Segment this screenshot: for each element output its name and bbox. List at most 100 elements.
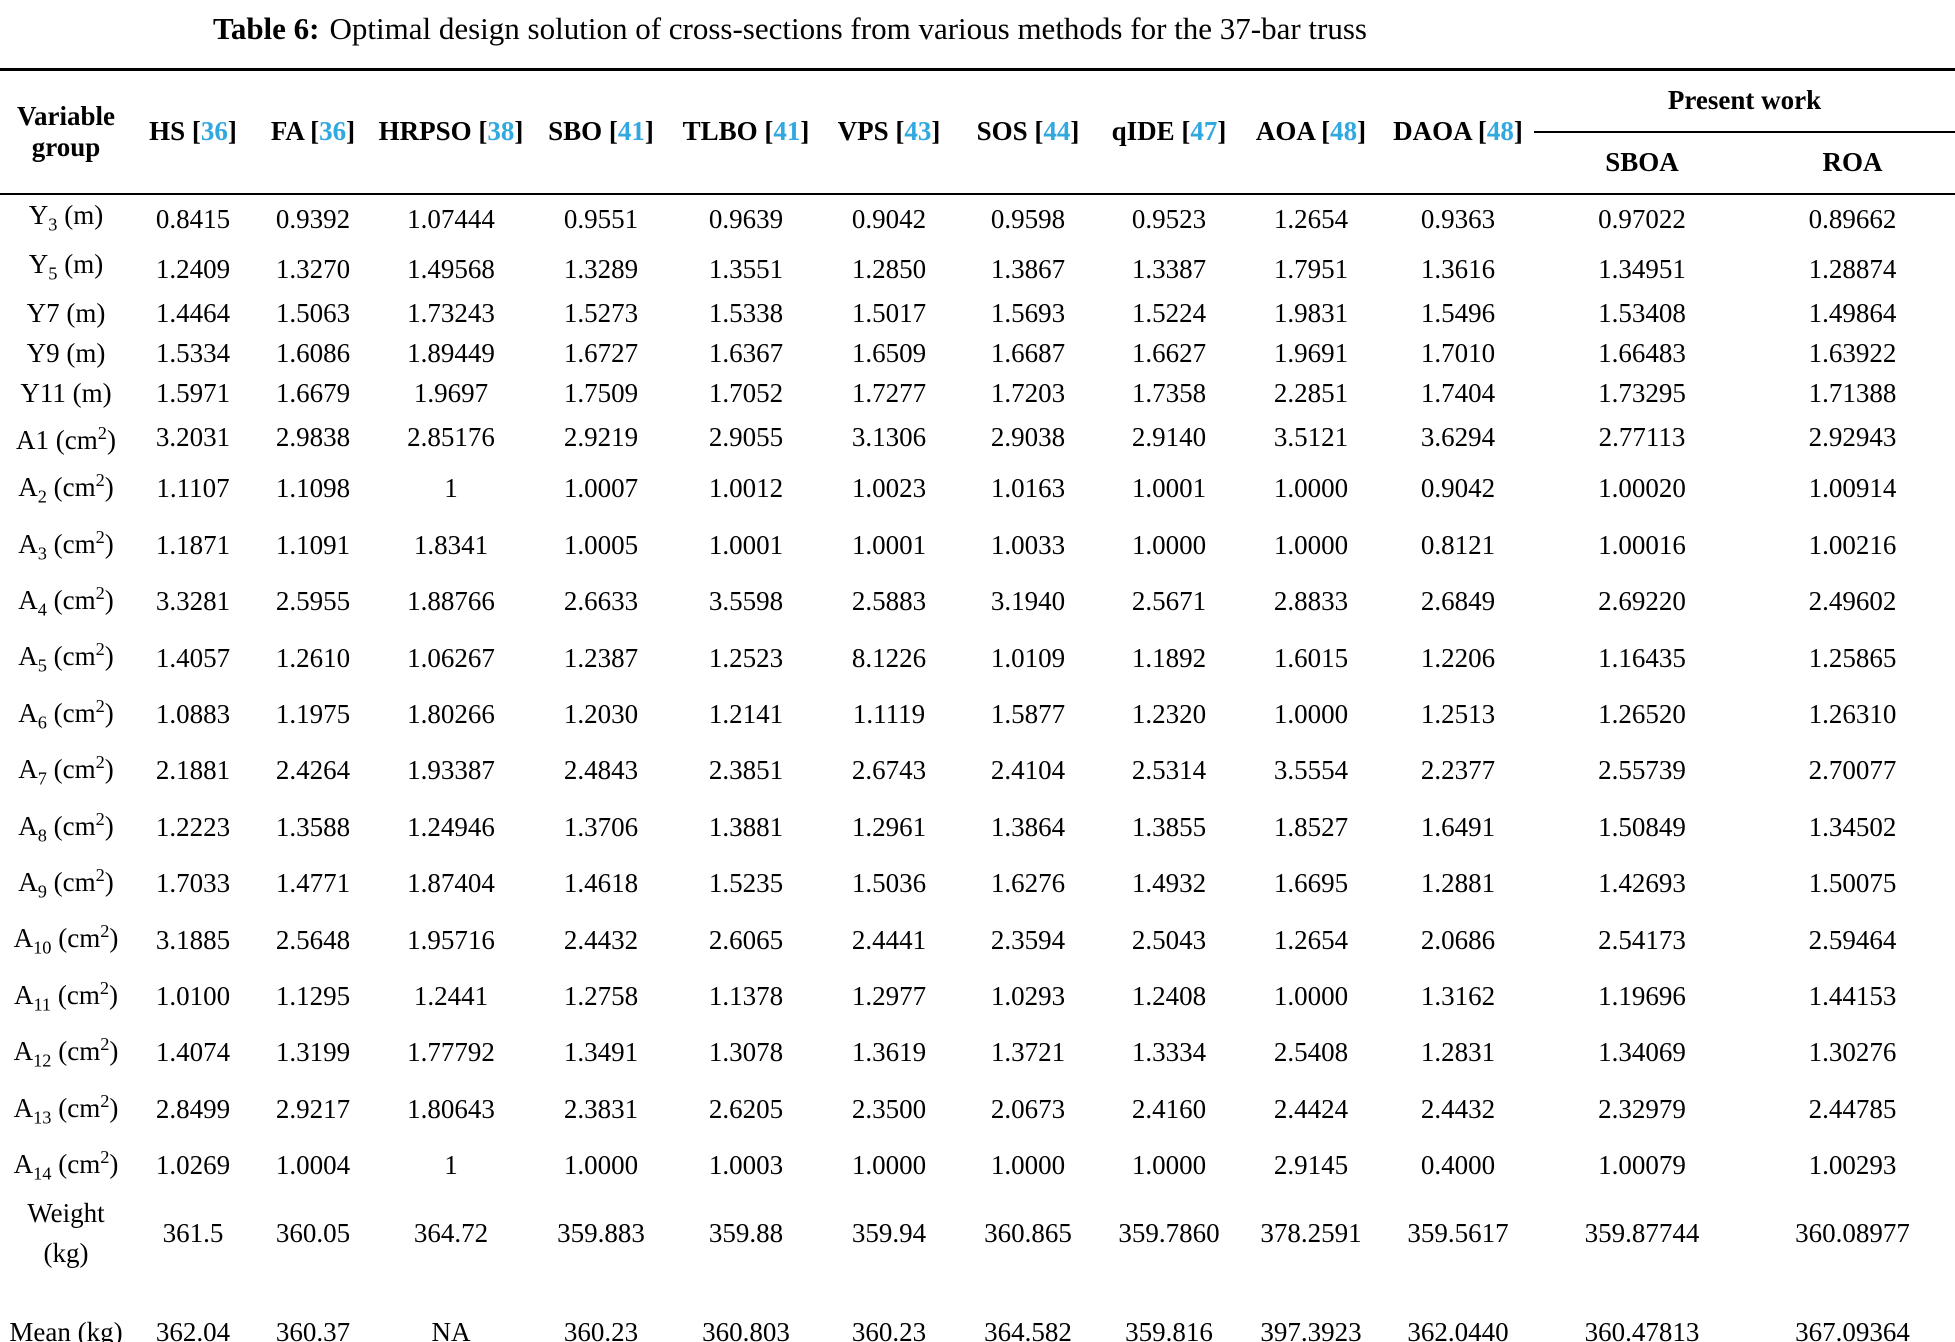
value-cell: 1.0000 xyxy=(1131,1150,1207,1181)
row-label: Y9 (m) xyxy=(26,338,106,369)
value-cell: 2.0686 xyxy=(1420,924,1496,955)
citation-ref[interactable]: [43] xyxy=(895,116,941,147)
value-cell: 1.5224 xyxy=(1131,298,1207,329)
value-cell: 1.0001 xyxy=(851,529,927,560)
value-cell: 2.4432 xyxy=(563,924,639,955)
value-cell: 2.32979 xyxy=(1598,1093,1686,1124)
value-cell: 1.0005 xyxy=(563,529,639,560)
value-cell: 2.4432 xyxy=(1420,1093,1496,1124)
value-cell: 1.3616 xyxy=(1420,253,1496,284)
value-cell: 2.2851 xyxy=(1273,378,1349,409)
value-cell: 1.2654 xyxy=(1273,924,1349,955)
value-cell: 2.85176 xyxy=(407,421,495,452)
value-cell: 1.3491 xyxy=(563,1037,639,1068)
value-cell: 1.5877 xyxy=(990,699,1066,730)
citation-ref[interactable]: [36] xyxy=(191,116,237,147)
value-cell: 1.9697 xyxy=(413,378,489,409)
value-cell: 1.3078 xyxy=(708,1037,784,1068)
citation-ref[interactable]: [48] xyxy=(1477,116,1523,147)
value-cell: 359.88 xyxy=(708,1218,784,1249)
citation-number: 36 xyxy=(319,116,347,147)
value-cell: 1.07444 xyxy=(407,204,495,235)
column-header-sos: SOS [44] xyxy=(958,69,1098,195)
citation-ref[interactable]: [41] xyxy=(764,116,810,147)
value-cell: 1.0100 xyxy=(155,980,231,1011)
citation-ref[interactable]: [44] xyxy=(1034,116,1080,147)
row-label: Y11 (m) xyxy=(20,378,112,409)
value-cell: 1.2223 xyxy=(155,811,231,842)
value-cell: 1.5496 xyxy=(1420,298,1496,329)
column-header-fa: FA [36] xyxy=(254,69,372,195)
table-row: A5 (cm2) 1.4057 1.2610 1.06267 1.2387 1.2523 8… xyxy=(0,629,1955,685)
value-cell: 0.97022 xyxy=(1598,204,1686,235)
value-cell: 1.3881 xyxy=(708,811,784,842)
value-cell: 2.9055 xyxy=(708,421,784,452)
citation-number: 44 xyxy=(1043,116,1071,147)
value-cell: 1.2320 xyxy=(1131,699,1207,730)
value-cell: 0.8121 xyxy=(1420,529,1496,560)
value-cell: 1.6491 xyxy=(1420,811,1496,842)
table-row: Y9 (m) 1.5334 1.6086 1.89449 1.6727 1.6367 1.6… xyxy=(0,333,1955,373)
value-cell: 1.00293 xyxy=(1808,1150,1897,1181)
table-row: A1 (cm2) 3.2031 2.9838 2.85176 2.9219 2.9055 3… xyxy=(0,413,1955,460)
value-cell: 1.0007 xyxy=(563,473,639,504)
table-row: A6 (cm2) 1.0883 1.1975 1.80266 1.2030 1.2141 1… xyxy=(0,686,1955,742)
value-cell: 1.0004 xyxy=(275,1150,351,1181)
value-cell: 2.0673 xyxy=(990,1093,1066,1124)
citation-number: 41 xyxy=(617,116,645,147)
row-label: A5 (cm2) xyxy=(18,639,114,676)
value-cell: 359.5617 xyxy=(1407,1218,1509,1249)
citation-number: 36 xyxy=(200,116,228,147)
value-cell: 1.0293 xyxy=(990,980,1066,1011)
citation-ref[interactable]: [36] xyxy=(310,116,356,147)
method-name: HS xyxy=(149,116,186,147)
value-cell: 2.55739 xyxy=(1598,755,1686,786)
method-name: SBO xyxy=(548,116,603,147)
value-cell: 1.24946 xyxy=(407,811,495,842)
value-cell: 1.2408 xyxy=(1131,980,1207,1011)
value-cell: 0.9639 xyxy=(708,204,784,235)
table-row: A3 (cm2) 1.1871 1.1091 1.8341 1.0005 1.0001 1.… xyxy=(0,517,1955,573)
value-cell: 1.28874 xyxy=(1808,253,1897,284)
citation-ref[interactable]: [41] xyxy=(608,116,654,147)
method-name: HRPSO xyxy=(378,116,472,147)
value-cell: 1.3867 xyxy=(990,253,1066,284)
value-cell: 1.73243 xyxy=(407,298,495,329)
value-cell: 0.8415 xyxy=(155,204,231,235)
row-label: Weight (kg) xyxy=(27,1198,105,1269)
value-cell: 1.16435 xyxy=(1598,642,1686,673)
value-cell: 2.5648 xyxy=(275,924,351,955)
citation-ref[interactable]: [48] xyxy=(1321,116,1367,147)
value-cell: 359.87744 xyxy=(1584,1218,1700,1249)
table-row: Y3 (m) 0.8415 0.9392 1.07444 0.9551 0.9639 0.9… xyxy=(0,194,1955,244)
row-label: A10 (cm2) xyxy=(13,921,119,958)
value-cell: 1.26310 xyxy=(1808,699,1897,730)
value-cell: 1.1098 xyxy=(275,473,351,504)
value-cell: 1.34951 xyxy=(1598,253,1686,284)
row-label: A7 (cm2) xyxy=(18,752,114,789)
value-cell: 1.00079 xyxy=(1598,1150,1686,1181)
value-cell: 1.2654 xyxy=(1273,204,1349,235)
value-cell: 1.6015 xyxy=(1273,642,1349,673)
value-cell: 1.6687 xyxy=(990,338,1066,369)
table-header: Variable group HS [36] FA [36] HRPSO [38] SBO… xyxy=(0,69,1955,195)
variable-group-header: Variable group xyxy=(0,69,132,195)
method-name: TLBO xyxy=(682,116,758,147)
value-cell: 8.1226 xyxy=(851,642,927,673)
value-cell: 1.0109 xyxy=(990,642,1066,673)
value-cell: 1.2881 xyxy=(1420,868,1496,899)
citation-ref[interactable]: [47] xyxy=(1181,116,1227,147)
value-cell: 1.06267 xyxy=(407,642,495,673)
value-cell: 0.9392 xyxy=(275,204,351,235)
value-cell: 2.6205 xyxy=(708,1093,784,1124)
value-cell: 2.4424 xyxy=(1273,1093,1349,1124)
value-cell: 3.1306 xyxy=(851,421,927,452)
method-name: VPS xyxy=(837,116,889,147)
table-row: A10 (cm2) 3.1885 2.5648 1.95716 2.4432 2.6065… xyxy=(0,911,1955,967)
value-cell: 2.59464 xyxy=(1808,924,1897,955)
citation-ref[interactable]: [38] xyxy=(478,116,524,147)
value-cell: 2.1881 xyxy=(155,755,231,786)
value-cell: 1.2758 xyxy=(563,980,639,1011)
value-cell: 1.6627 xyxy=(1131,338,1207,369)
value-cell: 1.00216 xyxy=(1808,529,1897,560)
